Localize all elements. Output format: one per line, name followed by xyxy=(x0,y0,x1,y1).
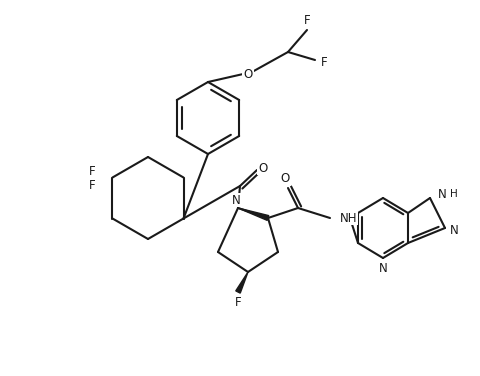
Text: F: F xyxy=(321,56,327,68)
Text: N: N xyxy=(379,261,387,274)
Text: O: O xyxy=(243,68,252,80)
Text: F: F xyxy=(235,296,241,308)
Polygon shape xyxy=(236,272,248,293)
Text: F: F xyxy=(89,179,96,192)
Text: N: N xyxy=(450,223,458,237)
Text: NH: NH xyxy=(340,211,358,224)
Text: F: F xyxy=(89,165,96,178)
Text: H: H xyxy=(450,189,458,199)
Text: N: N xyxy=(438,188,446,200)
Text: O: O xyxy=(258,162,268,174)
Text: F: F xyxy=(304,15,310,27)
Polygon shape xyxy=(238,208,269,220)
Text: N: N xyxy=(232,194,240,206)
Text: O: O xyxy=(280,173,289,185)
